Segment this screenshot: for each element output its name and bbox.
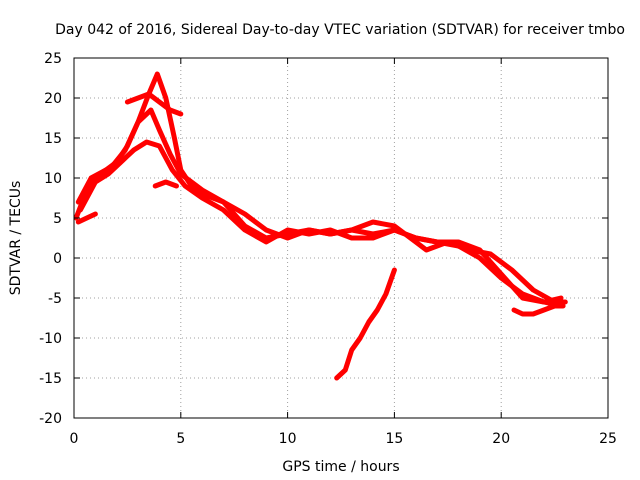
y-axis-label: SDTVAR / TECUs [8, 181, 24, 296]
plot-frame [73, 57, 609, 419]
chart-title: Day 042 of 2016, Sidereal Day-to-day VTE… [55, 22, 625, 38]
x-tick-label: 15 [385, 431, 403, 447]
y-tick-label: 15 [44, 131, 62, 147]
x-tick-label: 10 [279, 431, 297, 447]
y-tick-label: 0 [53, 251, 62, 267]
y-tick-label: 25 [44, 51, 62, 67]
series-track-4 [75, 211, 98, 225]
x-axis-label: GPS time / hours [282, 459, 399, 475]
x-tick-label: 25 [599, 431, 617, 447]
y-tick-label: 5 [53, 211, 62, 227]
series-track-7 [334, 267, 397, 381]
series-track-5 [124, 91, 184, 117]
series-track-1 [73, 71, 564, 305]
x-tick-label: 20 [492, 431, 510, 447]
y-tick-label: -20 [39, 411, 62, 427]
series-track-6 [152, 179, 179, 189]
y-tick-label: -15 [39, 371, 62, 387]
series-track-8 [511, 303, 566, 317]
tick-layer [73, 57, 609, 419]
y-tick-label: 10 [44, 171, 62, 187]
x-tick-label: 5 [176, 431, 185, 447]
y-tick-label: -5 [48, 291, 62, 307]
y-tick-label: 20 [44, 91, 62, 107]
tick-label-layer: 0 5 10 15 20 25 -20 -15 -10 -5 0 5 10 15 20 25 [39, 51, 617, 447]
series-track-3 [77, 139, 564, 309]
y-tick-label: -10 [39, 331, 62, 347]
series-layer [73, 71, 568, 381]
series-track-2 [75, 107, 568, 305]
x-tick-label: 0 [70, 431, 79, 447]
grid-layer [74, 58, 608, 418]
